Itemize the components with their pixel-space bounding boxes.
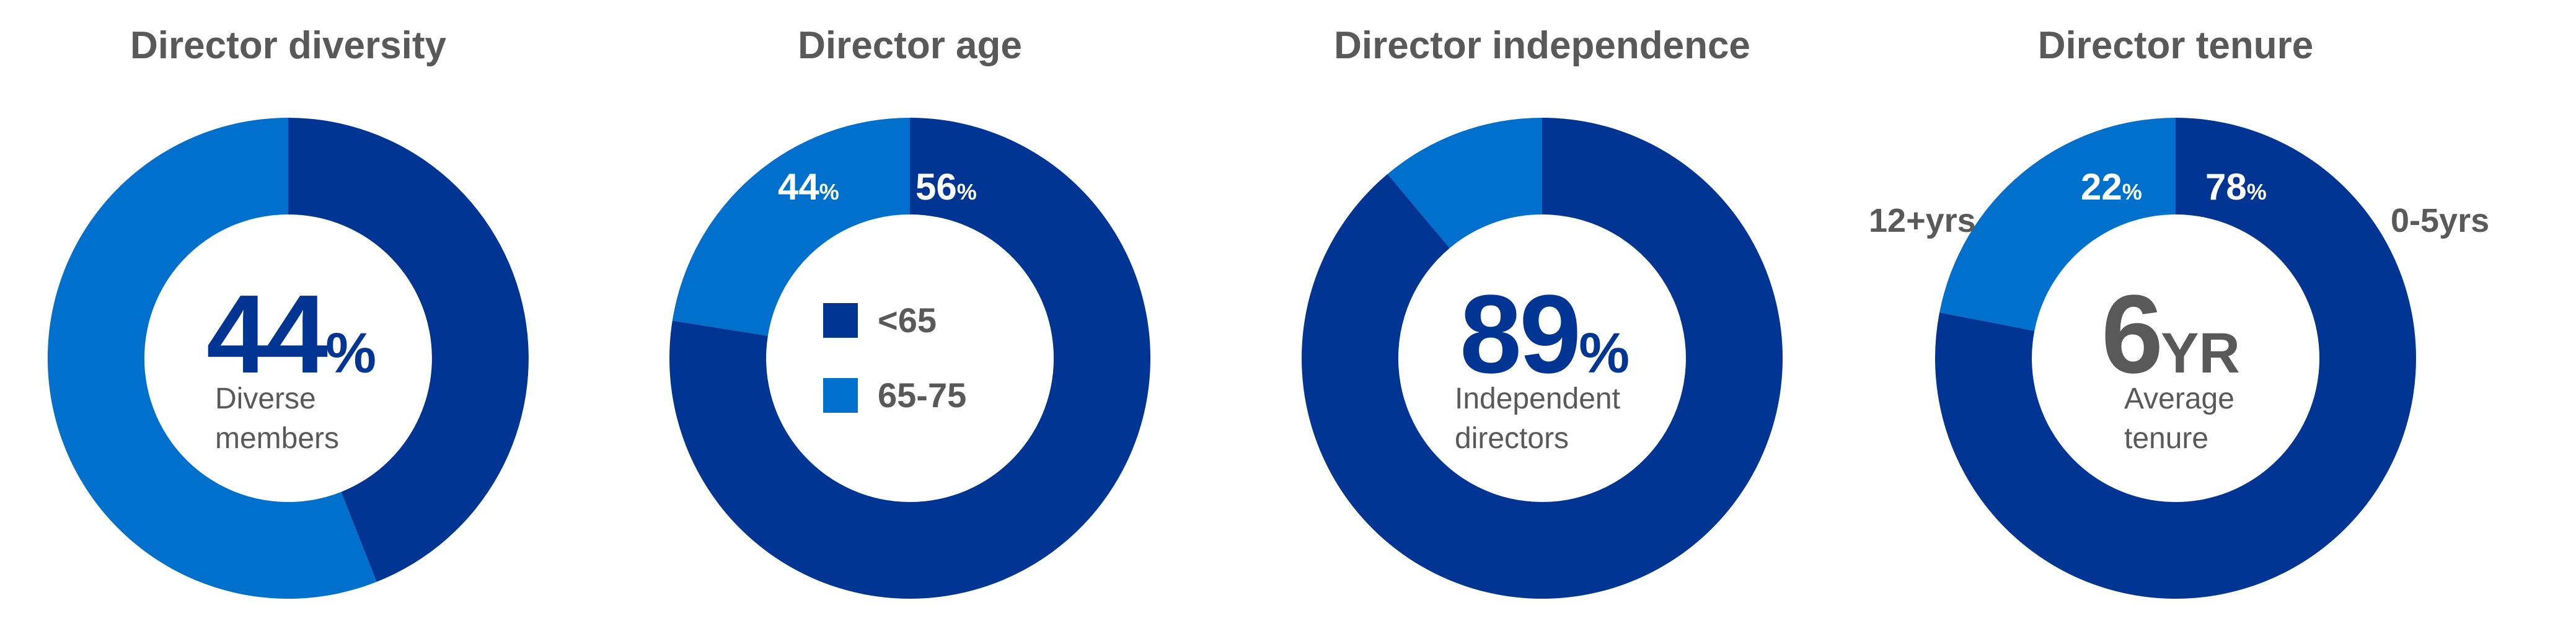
donut-chart-diversity bbox=[47, 117, 529, 599]
segment-12plus-yrs bbox=[1939, 118, 2176, 331]
chart-title: Director diversity bbox=[130, 24, 446, 67]
stat-value: 89 bbox=[1460, 272, 1581, 397]
segment-label-0-5: 78% bbox=[2205, 166, 2267, 208]
donut-chart-age bbox=[669, 118, 1151, 599]
segment-under-65 bbox=[669, 118, 1151, 599]
center-stat: 44% bbox=[206, 279, 376, 390]
donut-chart-independence bbox=[1302, 118, 1783, 599]
caption-line1: Diverse bbox=[215, 382, 316, 415]
stat-unit: % bbox=[325, 322, 377, 385]
stat-value: 44 bbox=[206, 272, 328, 397]
outer-label-0-5: 0-5yrs bbox=[2391, 202, 2490, 239]
legend-item-under-65: <65 bbox=[823, 300, 937, 340]
segment-label-65-75: 44% bbox=[778, 166, 839, 208]
legend-swatch-dark bbox=[823, 302, 858, 338]
segment-diverse bbox=[288, 118, 529, 582]
stat-unit: % bbox=[1579, 322, 1630, 385]
segment-65-75 bbox=[672, 118, 910, 336]
chart-title: Director age bbox=[798, 24, 1022, 67]
segment-label-under-65: 56% bbox=[915, 166, 977, 208]
stat-caption: Average tenure bbox=[2124, 379, 2234, 459]
caption-line2: directors bbox=[1455, 422, 1569, 455]
center-stat: 89% bbox=[1460, 279, 1630, 390]
center-stat: 6YR bbox=[2101, 279, 2240, 390]
caption-line2: members bbox=[215, 422, 340, 455]
segment-independent bbox=[1302, 118, 1783, 599]
panel-director-diversity: Director diversity 44% Diverse members bbox=[0, 0, 576, 639]
caption-line1: Average bbox=[2124, 382, 2234, 415]
caption-line1: Independent bbox=[1455, 382, 1620, 415]
legend-item-65-75: 65-75 bbox=[823, 375, 966, 415]
panel-director-age: Director age 44% 56% <65 65-75 bbox=[622, 0, 1198, 639]
stat-caption: Diverse members bbox=[215, 379, 339, 459]
panel-director-tenure: Director tenure 22% 78% 12+yrs 0-5yrs 6Y… bbox=[1869, 0, 2576, 639]
donut-chart-tenure bbox=[1934, 118, 2416, 599]
chart-title: Director independence bbox=[1334, 24, 1750, 67]
panel-director-independence: Director independence 89% Independent di… bbox=[1254, 0, 1830, 639]
outer-label-12plus: 12+yrs bbox=[1869, 202, 1976, 239]
legend-swatch-light bbox=[823, 377, 858, 413]
stat-unit: YR bbox=[2161, 322, 2240, 385]
stat-caption: Independent directors bbox=[1455, 379, 1620, 459]
chart-title: Director tenure bbox=[2037, 24, 2314, 67]
stat-value: 6 bbox=[2101, 272, 2163, 397]
caption-line2: tenure bbox=[2124, 422, 2209, 455]
segment-label-12plus: 22% bbox=[2081, 166, 2142, 208]
segment-non-independent bbox=[1387, 118, 1542, 249]
segment-0-5yrs bbox=[1934, 118, 2416, 599]
segment-other bbox=[47, 117, 377, 599]
